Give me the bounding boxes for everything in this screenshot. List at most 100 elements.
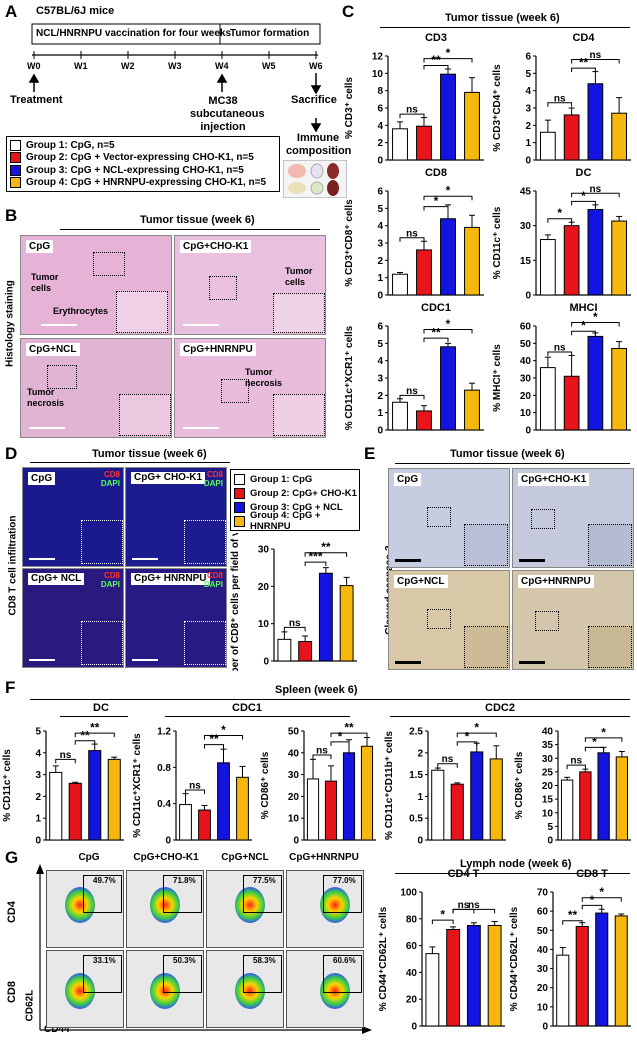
- y-tick-label: 4: [35, 748, 41, 759]
- sig-bracket: [547, 218, 573, 223]
- panel-label-c: C: [342, 2, 355, 21]
- flow-plot: 71.8%: [126, 870, 204, 948]
- flow-density: [320, 887, 350, 923]
- panel-label-d: D: [5, 444, 18, 463]
- sig-label: ns: [570, 756, 582, 767]
- bar: [540, 131, 556, 161]
- flow-gate: [323, 955, 362, 993]
- group-rule-cdc2: [390, 716, 630, 717]
- y-tick-label: 5: [377, 204, 383, 215]
- flow-gate: [83, 875, 122, 913]
- panel-b-rule: [60, 229, 320, 230]
- bar: [611, 220, 627, 296]
- sig-label: ns: [316, 745, 328, 756]
- y-tick-label: 60: [406, 941, 418, 952]
- y-tick-label: 20: [258, 582, 270, 593]
- flow-gate: [163, 955, 202, 993]
- bar: [611, 348, 627, 431]
- bar: [614, 915, 628, 1027]
- y-tick-label: 50: [537, 926, 549, 937]
- flow-row-label-cd8: CD8: [6, 980, 19, 1004]
- immune-label: Immune composition: [286, 132, 352, 157]
- y-tick-label: 10: [288, 814, 300, 825]
- flow-plot: 33.1%: [46, 950, 124, 1028]
- y-tick-label: 1.5: [409, 770, 423, 781]
- sacrifice-label: Sacrifice: [291, 94, 337, 106]
- bar: [470, 751, 484, 841]
- sig-bracket: [304, 561, 327, 567]
- y-tick-label: 25: [542, 767, 554, 778]
- sig-label: *: [465, 729, 470, 743]
- y-tick-label: 3: [377, 374, 383, 385]
- group-legend: Group 1: CpG, n=5 Group 2: CpG + Vector-…: [6, 136, 280, 192]
- sig-label: *: [221, 723, 226, 737]
- flow-density: [65, 887, 95, 923]
- bar: [392, 401, 408, 431]
- y-tick-label: 40: [520, 356, 532, 367]
- y-tick-label: 4: [377, 356, 383, 367]
- panel-b-ylabel: Histology staining: [4, 280, 16, 367]
- y-tick-label: 30: [537, 964, 549, 975]
- sig-bracket: [330, 741, 350, 746]
- ihc-image: CpG+NCL: [388, 570, 510, 670]
- bar: [615, 756, 629, 841]
- y-tick-label: 2: [377, 138, 383, 149]
- bar: [597, 752, 610, 841]
- panel-f-rule: [30, 699, 630, 700]
- y-tick-label: 30: [520, 221, 532, 232]
- flow-col-label: CpG: [78, 852, 100, 863]
- bar: [563, 114, 580, 161]
- sig-label: *: [338, 729, 343, 743]
- y-tick-label: 0.5: [409, 814, 423, 825]
- y-tick-label: 0: [525, 156, 531, 167]
- bar: [489, 758, 503, 841]
- bar: [392, 128, 408, 161]
- flow-density: [65, 973, 95, 1009]
- legend-item: Group 1: CpG, n=5: [7, 139, 279, 152]
- sig-bracket: [456, 732, 497, 738]
- sig-label: ns: [554, 93, 566, 104]
- chart-title: CD8: [425, 167, 447, 179]
- sig-label: **: [321, 540, 331, 554]
- bar: [487, 925, 502, 1027]
- flow-density: [320, 973, 350, 1009]
- flow-plot: 58.3%: [206, 950, 284, 1028]
- y-tick-label: 40: [537, 945, 549, 956]
- y-axis-label: % CD86⁺ cells: [260, 751, 271, 819]
- flow-plot: 49.7%: [46, 870, 124, 948]
- flow-gate: [83, 955, 122, 993]
- sig-label: **: [579, 56, 589, 70]
- sig-label: **: [431, 326, 441, 340]
- y-tick-label: 4: [377, 221, 383, 232]
- week-labels: W0 W1 W2 W3 W4 W5 W6: [27, 61, 323, 71]
- legend-item: Group 4: CpG + HNRNPU-expressing CHO-K1,…: [7, 177, 279, 190]
- y-tick-label: 1: [377, 408, 383, 419]
- y-tick-label: 4: [525, 86, 531, 97]
- sig-bracket: [423, 65, 449, 70]
- sig-bracket: [431, 919, 454, 925]
- histology-image: CpG+HNRNPU Tumor necrosis: [174, 338, 326, 438]
- flow-gate: [243, 955, 282, 993]
- flow-gate-percent: 49.7%: [93, 876, 116, 885]
- sig-label: ns: [590, 50, 602, 61]
- panel-d-title: Tumor tissue (week 6): [92, 448, 207, 460]
- y-tick-label: 30: [258, 545, 270, 556]
- y-tick-label: 6: [377, 104, 383, 115]
- y-tick-label: 6: [377, 187, 383, 198]
- sig-label: *: [601, 725, 606, 739]
- y-axis-label: % CD86⁺ cells: [514, 751, 525, 819]
- flow-gate-percent: 58.3%: [253, 956, 276, 965]
- group-legend-d: Group 1: CpG Group 2: CpG+ CHO-K1 Group …: [230, 469, 360, 532]
- chart-title: CDC1: [421, 302, 451, 314]
- bar: [318, 572, 333, 662]
- chart-title: DC: [576, 167, 592, 179]
- y-tick-label: 30: [542, 754, 554, 765]
- group-label-cdc1: CDC1: [232, 702, 262, 714]
- bar: [425, 953, 440, 1027]
- sig-label: **: [431, 53, 441, 67]
- bar: [416, 410, 432, 431]
- bar: [464, 91, 480, 161]
- ihc-image: CpG+CHO-K1: [512, 468, 634, 568]
- chart-title: CD8 T: [576, 868, 608, 880]
